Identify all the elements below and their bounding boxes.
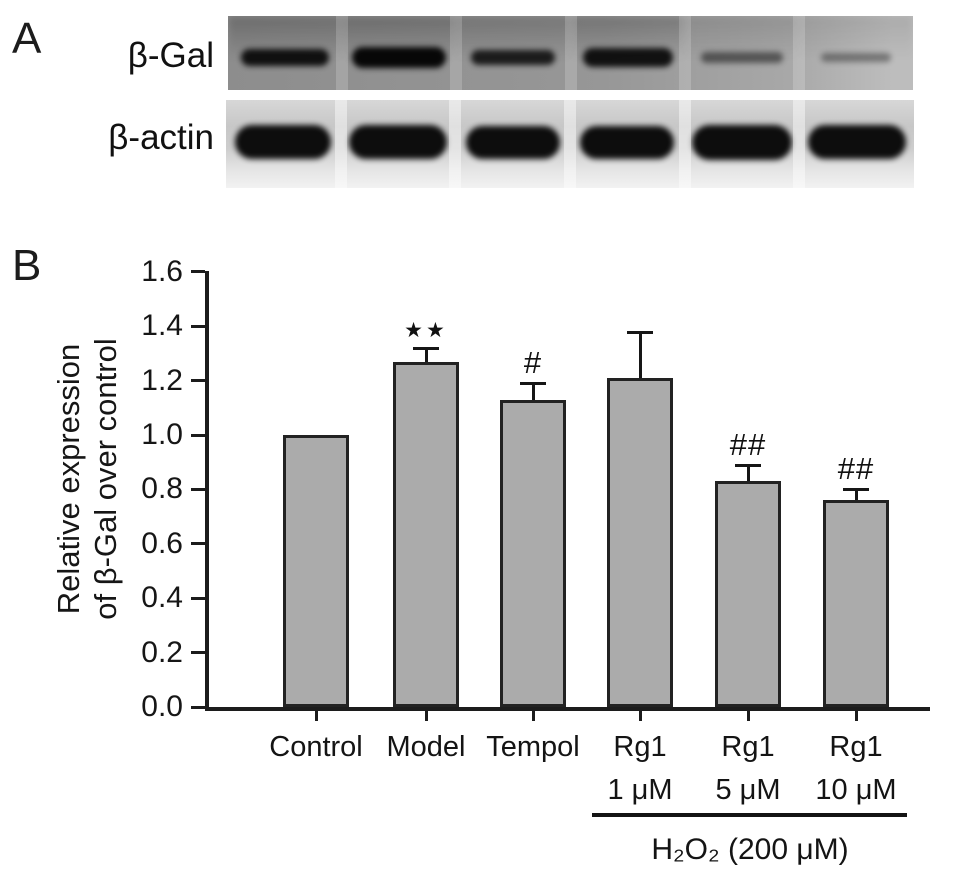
error-bar	[424, 347, 428, 362]
bar-control	[283, 435, 349, 707]
x-category-label: Tempol	[486, 731, 580, 763]
error-bar	[638, 331, 642, 378]
significance-marker: ##	[688, 419, 808, 461]
x-category-label: Rg1	[613, 731, 667, 763]
significance-text: ##	[837, 451, 875, 487]
error-bar	[746, 464, 750, 482]
y-axis-tick	[191, 542, 205, 546]
y-axis-tick	[191, 379, 205, 383]
y-axis-tick-label: 1.4	[141, 309, 183, 343]
y-axis-tick-label: 0.4	[141, 581, 183, 615]
significance-marker: ★★	[366, 302, 486, 344]
blot-lane-separator	[792, 16, 805, 90]
h2o2-group-underline	[592, 813, 907, 817]
x-axis-tick	[531, 711, 535, 721]
blot-band-lane-3	[465, 125, 560, 159]
error-bar-cap	[843, 488, 869, 492]
blot-band-lane-5	[700, 51, 783, 63]
significance-text: #	[523, 345, 543, 381]
bar-tempol	[500, 399, 566, 707]
beta-gal-row-label: β-Gal	[127, 36, 214, 75]
x-category-label: Rg1	[721, 731, 775, 763]
y-axis-tick	[191, 324, 205, 328]
y-axis-tick-label: 0.2	[141, 635, 183, 669]
x-category-sublabel: 1 μM	[607, 774, 673, 806]
panel-a-label: A	[12, 14, 42, 63]
x-category-label: Control	[269, 731, 363, 763]
y-axis-tick-label: 0.8	[141, 472, 183, 506]
blot-band-lane-5	[692, 124, 792, 160]
significance-marker: #	[473, 337, 593, 379]
y-axis-tick	[191, 433, 205, 437]
error-bar	[531, 383, 535, 400]
y-axis-tick-label: 0.6	[141, 526, 183, 560]
y-axis-tick	[191, 596, 205, 600]
x-axis-tick	[746, 711, 750, 721]
blot-lane-separator	[449, 100, 462, 188]
blot-lane-separator	[564, 16, 577, 90]
blot-lane-separator	[678, 100, 691, 188]
bar-model	[393, 361, 459, 707]
y-axis-tick	[191, 705, 205, 709]
blot-band-lane-2	[352, 46, 447, 68]
blot-lane-separator	[336, 16, 349, 90]
bar-rg1	[715, 481, 781, 707]
x-axis-tick	[424, 711, 428, 721]
h2o2-group-label: H₂O₂ (200 μM)	[651, 833, 849, 866]
x-category-label: Model	[386, 731, 466, 763]
x-category-sublabel: 10 μM	[815, 774, 897, 806]
blot-band-lane-6	[807, 125, 906, 159]
y-axis-tick-label: 1.6	[141, 254, 183, 288]
blot-lane-separator	[334, 100, 347, 188]
error-bar-cap	[627, 330, 653, 334]
error-bar-cap	[520, 382, 546, 386]
x-axis-line	[205, 707, 930, 711]
y-axis-tick	[191, 651, 205, 655]
blot-band-lane-4	[580, 125, 675, 159]
western-blot-beta-gal-strip	[228, 16, 913, 90]
panel-b-label: B	[12, 241, 42, 290]
blot-band-lane-1	[235, 125, 332, 159]
beta-actin-row-label: β-actin	[108, 118, 214, 157]
y-axis-tick	[191, 487, 205, 491]
y-axis-tick	[191, 270, 205, 274]
blot-band-lane-2	[349, 125, 447, 159]
bar-rg1	[823, 500, 889, 707]
blot-band-lane-3	[471, 49, 556, 65]
x-category-label: Rg1	[829, 731, 883, 763]
blot-band-lane-1	[241, 48, 330, 66]
western-blot-beta-actin-strip	[226, 100, 914, 188]
blot-lane-smear	[798, 16, 913, 70]
error-bar	[854, 489, 858, 501]
blot-band-lane-6	[820, 52, 891, 62]
blot-lane-separator	[678, 16, 691, 90]
y-axis-tick-label: 1.2	[141, 363, 183, 397]
blot-lane-separator	[564, 100, 576, 188]
error-bar-cap	[413, 346, 439, 350]
significance-marker: ##	[796, 443, 916, 485]
y-axis-line	[205, 271, 209, 711]
x-axis-tick	[854, 711, 858, 721]
y-axis-tick-label: 0.0	[141, 690, 183, 723]
x-axis-tick	[314, 711, 318, 721]
blot-lane-separator	[450, 16, 463, 90]
significance-text: ★★	[404, 318, 448, 342]
error-bar-cap	[735, 463, 761, 467]
y-axis-tick-label: 1.0	[141, 418, 183, 451]
x-category-sublabel: 5 μM	[715, 774, 781, 806]
blot-band-lane-4	[582, 47, 673, 67]
blot-lane-separator	[793, 100, 806, 188]
bar-rg1	[607, 377, 673, 707]
x-axis-tick	[638, 711, 642, 721]
significance-text: ##	[729, 426, 767, 462]
